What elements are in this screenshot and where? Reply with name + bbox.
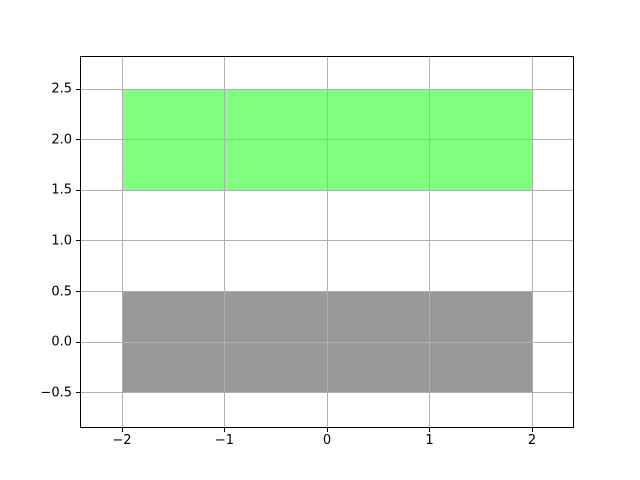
y-tick-mark (76, 341, 80, 343)
y-tick-label: 1.5 (51, 182, 72, 198)
y-tick-label: 2.5 (51, 81, 72, 97)
grid-line-vertical (531, 57, 533, 427)
plot-area: −2 −1 0 1 2 −0.5 0.0 0.5 1.0 1.5 2.0 2.5 (40, 56, 574, 447)
x-tick-label: 0 (322, 433, 332, 448)
x-tick-mark (429, 428, 430, 432)
x-tick-mark (326, 428, 328, 432)
y-tick-mark (76, 392, 80, 394)
x-tick-label: 2 (527, 433, 537, 448)
y-tick-mark (76, 240, 80, 242)
x-tick-mark (224, 428, 225, 432)
grid-line-vertical (326, 57, 328, 427)
y-tick-label: 0.5 (51, 284, 72, 300)
grid-line-horizontal (81, 240, 573, 242)
grid-line-horizontal (81, 341, 573, 343)
x-tick-label: −1 (214, 433, 235, 448)
grid-line-horizontal (81, 139, 573, 141)
grid-line-vertical (121, 57, 123, 427)
grid-line-vertical (429, 57, 430, 427)
grid-line-horizontal (81, 88, 573, 90)
grid-line-horizontal (81, 291, 573, 293)
x-tick-label: −2 (112, 433, 132, 448)
grid-line-horizontal (81, 392, 573, 394)
x-tick-mark (531, 428, 533, 432)
grid-line-horizontal (81, 189, 573, 191)
y-tick-mark (76, 291, 80, 293)
y-tick-label: 1.0 (51, 233, 72, 249)
y-tick-label: −0.5 (40, 385, 72, 401)
grid-line-vertical (224, 57, 225, 427)
x-tick-label: 1 (425, 433, 434, 448)
y-tick-mark (76, 139, 80, 141)
y-tick-label: 2.0 (51, 132, 72, 148)
y-tick-mark (76, 189, 80, 191)
x-tick-mark (121, 428, 123, 432)
y-tick-label: 0.0 (51, 334, 72, 350)
y-tick-mark (76, 88, 80, 90)
